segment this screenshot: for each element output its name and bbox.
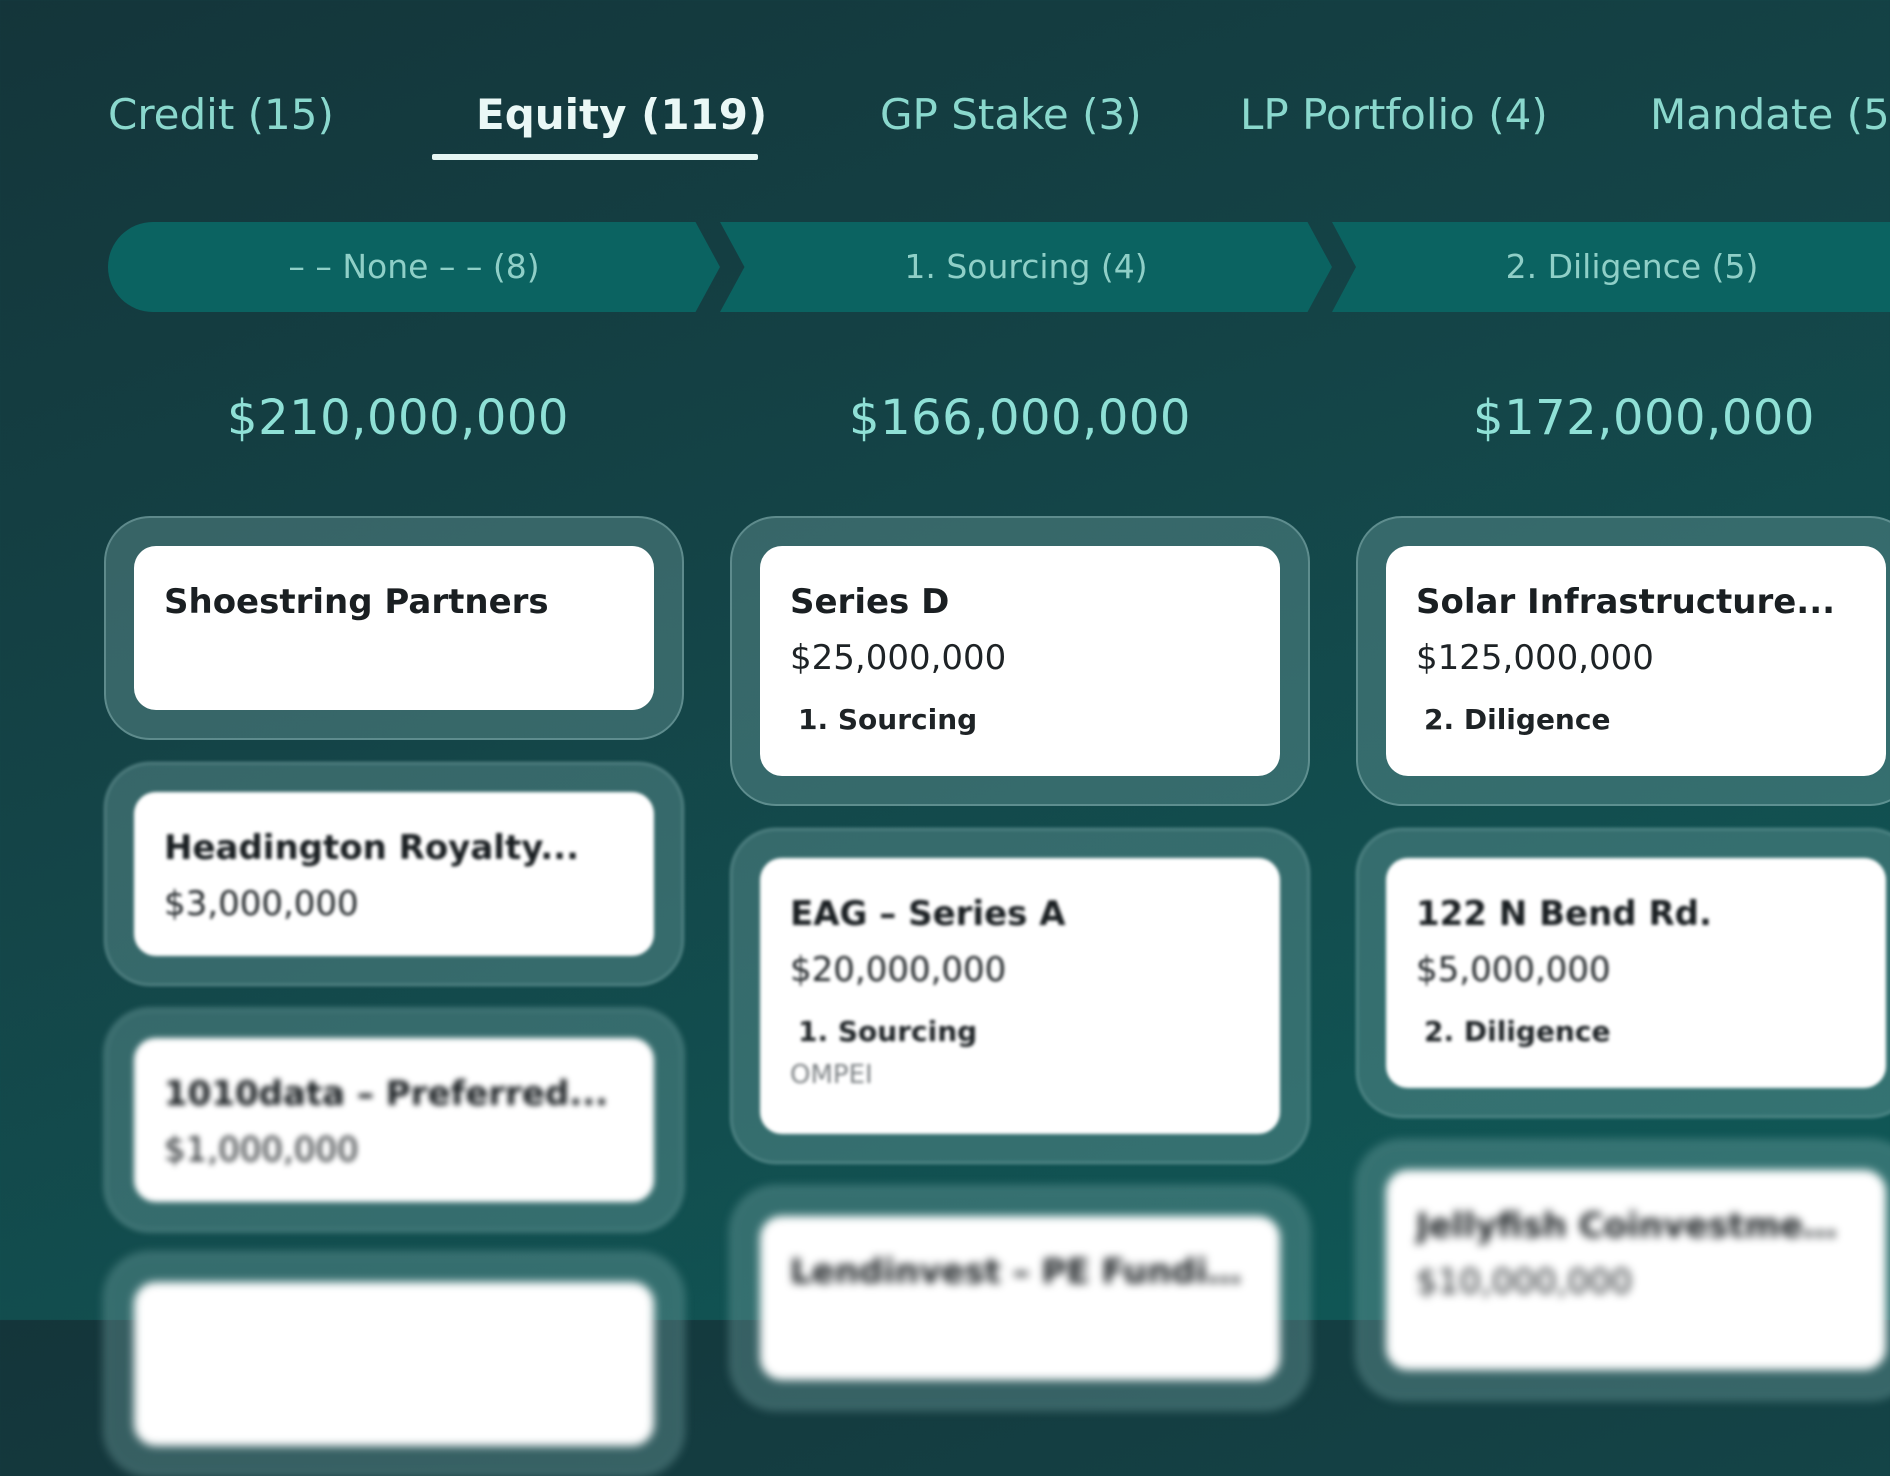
deal-card[interactable]: EAG – Series A $20,000,000 1. Sourcing O… <box>730 828 1310 1164</box>
deal-amount: $25,000,000 <box>790 638 1007 678</box>
deal-card[interactable]: Solar Infrastructure... $125,000,000 2. … <box>1356 516 1890 806</box>
deal-card-body: Shoestring Partners <box>134 546 654 710</box>
deal-card-body: Solar Infrastructure... $125,000,000 2. … <box>1386 546 1886 776</box>
deal-card-body: Headington Royalty... $3,000,000 <box>134 792 654 956</box>
stage-total-diligence: $172,000,000 <box>1473 390 1815 446</box>
deal-amount: $20,000,000 <box>790 950 1007 990</box>
stage-total-sourcing: $166,000,000 <box>849 390 1191 446</box>
deal-stage-label: 2. Diligence <box>1424 703 1611 736</box>
deal-amount: $1,000,000 <box>164 1130 359 1170</box>
deal-amount: $125,000,000 <box>1416 638 1654 678</box>
tab-lp-portfolio[interactable]: LP Portfolio (4) <box>1240 90 1548 139</box>
deal-card-body: Series D $25,000,000 1. Sourcing <box>760 546 1280 776</box>
deal-stage-label: 1. Sourcing <box>798 703 978 736</box>
deal-title: Series D <box>790 582 950 622</box>
deal-card-body: EAG – Series A $20,000,000 1. Sourcing O… <box>760 858 1280 1134</box>
stage-sourcing[interactable]: 1. Sourcing (4) <box>720 222 1332 312</box>
deal-card[interactable]: 1010data – Preferred... $1,000,000 <box>104 1008 684 1232</box>
deal-title: 1010data – Preferred... <box>164 1074 609 1114</box>
deal-type-tabs: Credit (15) Equity (119) GP Stake (3) LP… <box>0 80 1890 170</box>
tab-equity[interactable]: Equity (119) <box>476 90 768 139</box>
deal-card-body: Jellyfish Coinvestment... $10,000,000 <box>1386 1170 1886 1370</box>
stage-total-none: $210,000,000 <box>227 390 569 446</box>
deal-card[interactable]: Jellyfish Coinvestment... $10,000,000 <box>1356 1140 1890 1400</box>
pipeline-stages: – – None – – (8) 1. Sourcing (4) 2. Dili… <box>0 222 1890 312</box>
deal-title: 122 N Bend Rd. <box>1416 894 1712 934</box>
deal-meta: OMPEI <box>790 1060 873 1090</box>
deal-title: EAG – Series A <box>790 894 1066 934</box>
deal-title: Lendinvest – PE Funding... <box>790 1252 1250 1292</box>
deal-card-body: 1010data – Preferred... $1,000,000 <box>134 1038 654 1202</box>
stage-none[interactable]: – – None – – (8) <box>108 222 720 312</box>
deal-card[interactable]: Lendinvest – PE Funding... <box>730 1186 1310 1410</box>
deal-card[interactable]: 122 N Bend Rd. $5,000,000 2. Diligence <box>1356 828 1890 1118</box>
active-tab-indicator <box>432 154 758 160</box>
deal-stage-label: 1. Sourcing <box>798 1015 978 1048</box>
deal-title: Jellyfish Coinvestment... <box>1416 1206 1856 1246</box>
deal-card[interactable] <box>104 1252 684 1476</box>
deal-title: Shoestring Partners <box>164 582 549 622</box>
deal-card[interactable]: Series D $25,000,000 1. Sourcing <box>730 516 1310 806</box>
deal-amount: $5,000,000 <box>1416 950 1611 990</box>
deal-card-body: 122 N Bend Rd. $5,000,000 2. Diligence <box>1386 858 1886 1088</box>
deal-card-body <box>134 1282 654 1446</box>
deal-title: Solar Infrastructure... <box>1416 582 1836 622</box>
stage-diligence[interactable]: 2. Diligence (5) <box>1332 222 1890 312</box>
deal-stage-label: 2. Diligence <box>1424 1015 1611 1048</box>
tab-mandate[interactable]: Mandate (5) <box>1650 90 1890 139</box>
tab-gp-stake[interactable]: GP Stake (3) <box>880 90 1142 139</box>
deal-card[interactable]: Headington Royalty... $3,000,000 <box>104 762 684 986</box>
deal-card[interactable]: Shoestring Partners <box>104 516 684 740</box>
deal-amount: $3,000,000 <box>164 884 359 924</box>
deal-amount: $10,000,000 <box>1416 1262 1633 1302</box>
tab-credit[interactable]: Credit (15) <box>108 90 334 139</box>
deal-card-body: Lendinvest – PE Funding... <box>760 1216 1280 1380</box>
deal-title: Headington Royalty... <box>164 828 579 868</box>
